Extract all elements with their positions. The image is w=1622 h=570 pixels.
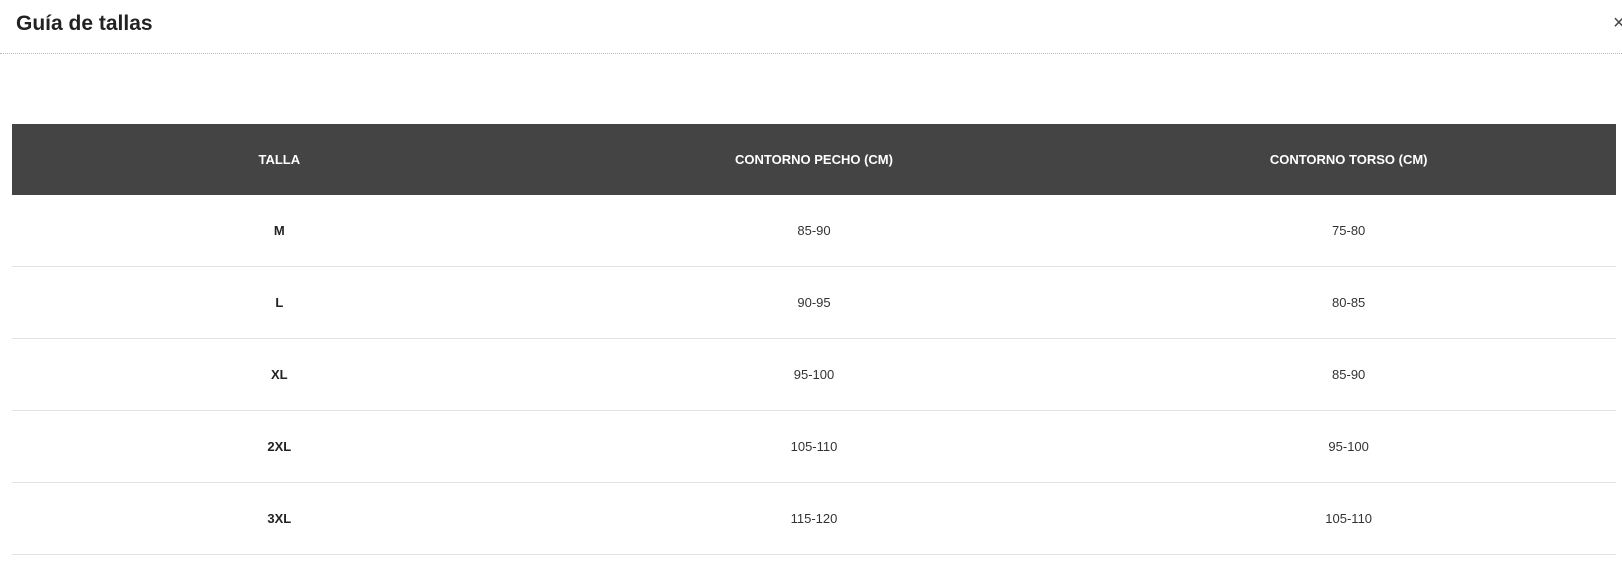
- cell-size: L: [12, 266, 547, 339]
- table-row: 2XL 105-110 95-100: [12, 410, 1616, 483]
- cell-torso: 105-110: [1081, 482, 1616, 555]
- table-header-row: TALLA CONTORNO PECHO (CM) CONTORNO TORSO…: [12, 124, 1616, 195]
- cell-size: 3XL: [12, 482, 547, 555]
- cell-chest: 115-120: [546, 482, 1082, 555]
- table-row: M 85-90 75-80: [12, 195, 1616, 267]
- cell-chest: 90-95: [546, 266, 1082, 339]
- table-row: 3XL 115-120 105-110: [12, 482, 1616, 555]
- close-icon[interactable]: ×: [1613, 12, 1622, 34]
- cell-size: XL: [12, 338, 547, 411]
- table-row: XL 95-100 85-90: [12, 338, 1616, 411]
- cell-torso: 95-100: [1081, 410, 1616, 483]
- cell-chest: 95-100: [546, 338, 1082, 411]
- modal-title: Guía de tallas: [16, 12, 153, 35]
- header-talla: TALLA: [12, 124, 547, 195]
- cell-torso: 85-90: [1081, 338, 1616, 411]
- cell-torso: 80-85: [1081, 266, 1616, 339]
- cell-size: M: [12, 195, 547, 267]
- header-contorno-torso: CONTORNO TORSO (CM): [1081, 124, 1616, 195]
- table-row: L 90-95 80-85: [12, 266, 1616, 339]
- cell-chest: 105-110: [546, 410, 1082, 483]
- cell-size: 2XL: [12, 410, 547, 483]
- cell-torso: 75-80: [1081, 195, 1616, 267]
- header-contorno-pecho: CONTORNO PECHO (CM): [546, 124, 1082, 195]
- modal-header: Guía de tallas ×: [0, 0, 1622, 54]
- cell-chest: 85-90: [546, 195, 1082, 267]
- size-guide-table: TALLA CONTORNO PECHO (CM) CONTORNO TORSO…: [12, 124, 1616, 555]
